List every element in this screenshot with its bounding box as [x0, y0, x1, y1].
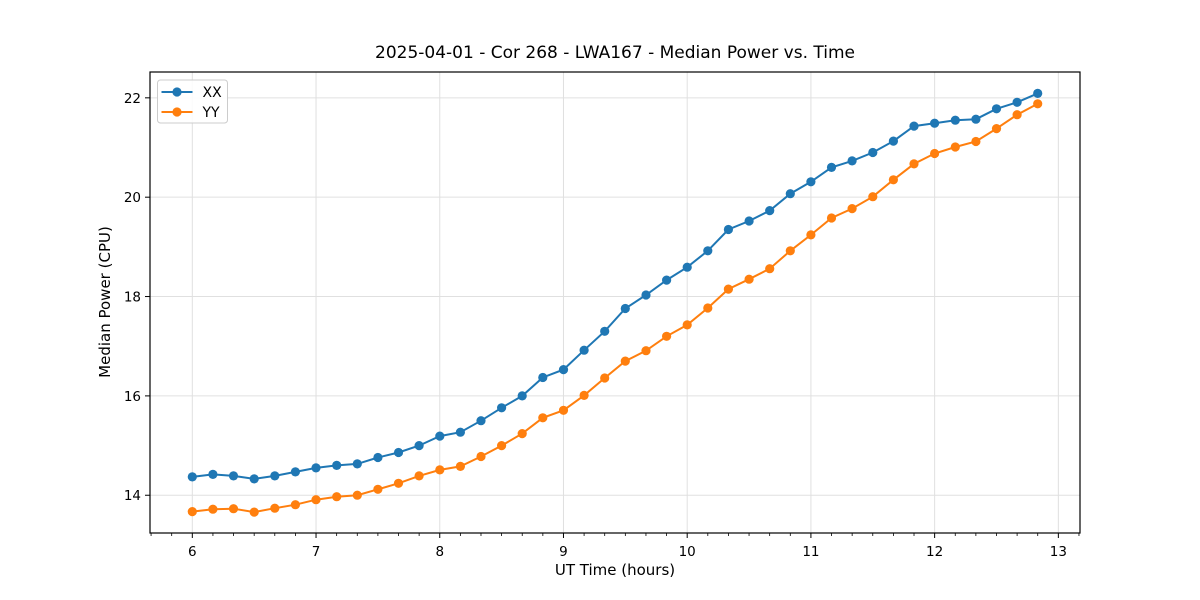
x-tick-label: 10	[679, 544, 696, 560]
chart-title: 2025-04-01 - Cor 268 - LWA167 - Median P…	[375, 43, 855, 63]
legend-item-XX: XX	[161, 85, 223, 101]
x-axis-label: UT Time (hours)	[554, 561, 676, 579]
series-XX-line	[192, 92, 1039, 480]
x-tick-label: 9	[559, 544, 568, 560]
legend-marker	[172, 107, 182, 117]
y-tick-label: 20	[124, 190, 141, 206]
series-YY-points	[187, 99, 1043, 517]
y-tick-label: 22	[124, 91, 141, 107]
series-XX-points	[187, 88, 1043, 484]
x-tick-label: 11	[802, 544, 819, 560]
x-tick-label: 13	[1050, 544, 1067, 560]
legend: XX YY	[157, 79, 228, 124]
legend-marker	[172, 87, 182, 97]
y-tick-label: 16	[124, 389, 141, 405]
plot-frame	[149, 71, 1081, 534]
x-tick-label: 6	[188, 544, 197, 560]
y-tick-label: 14	[124, 488, 141, 504]
legend-label-XX: XX	[203, 85, 223, 101]
x-tick-label: 7	[312, 544, 321, 560]
legend-item-YY: YY	[161, 105, 221, 121]
x-tick-label: 12	[926, 544, 943, 560]
y-tick-label: 18	[124, 290, 141, 306]
x-tick-label: 8	[435, 544, 444, 560]
legend-label-YY: YY	[202, 105, 221, 121]
